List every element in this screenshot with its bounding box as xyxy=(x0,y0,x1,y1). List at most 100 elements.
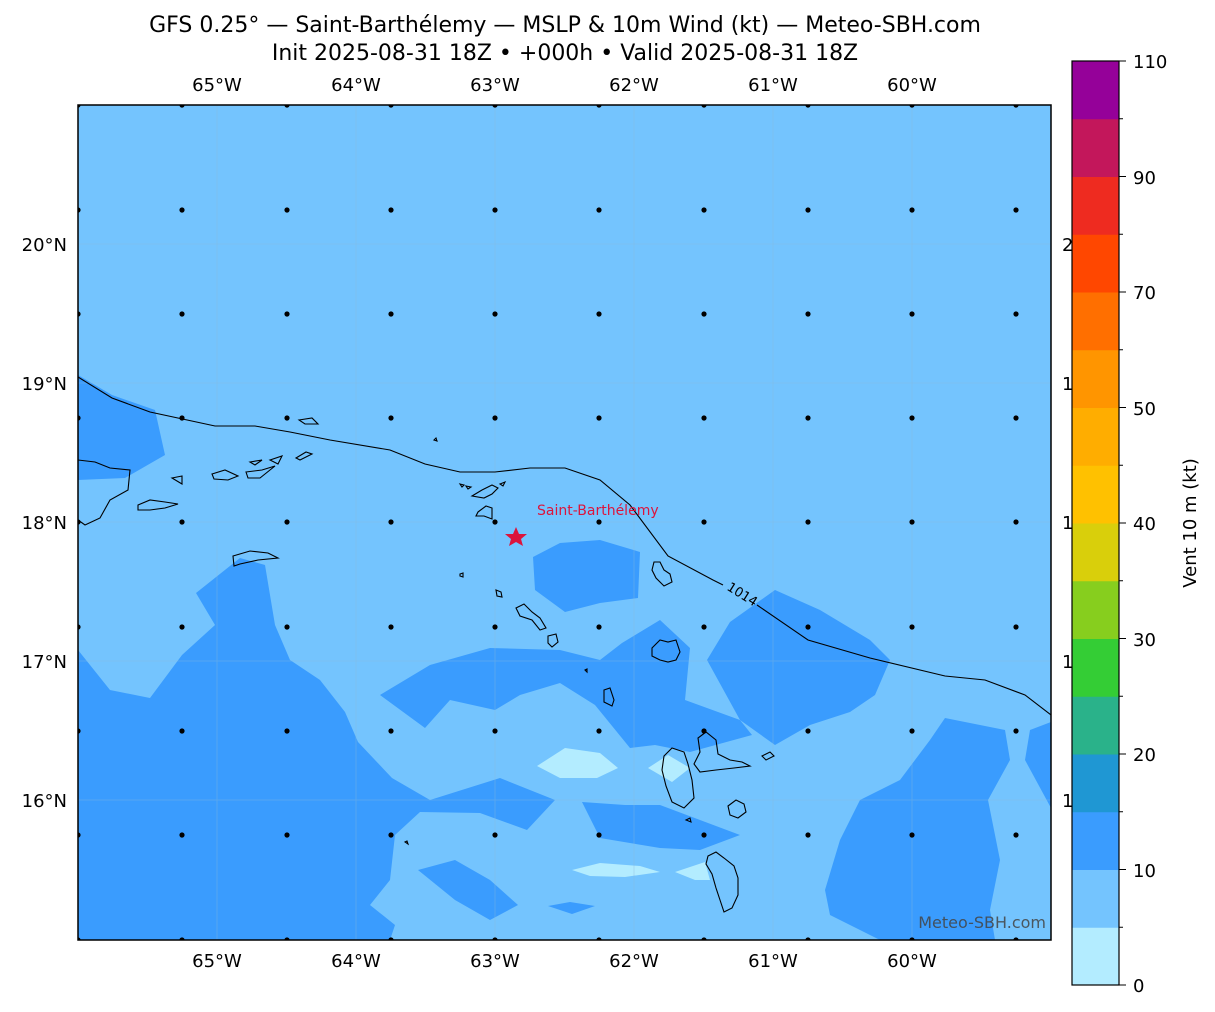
colorbar-tick-label: 0 xyxy=(1133,976,1144,997)
lon-label: 65°W xyxy=(192,75,242,96)
calm-wind-dot-icon xyxy=(179,207,185,213)
lon-labels-top: 65°W 64°W 63°W 62°W 61°W 60°W xyxy=(192,75,937,96)
island-puerto-rico xyxy=(78,459,131,526)
island-marie-galante xyxy=(727,799,747,819)
calm-wind-dot-icon xyxy=(1013,207,1019,213)
calm-wind-dot-icon xyxy=(179,311,185,317)
colorbar-tick-label: 30 xyxy=(1133,630,1156,651)
lat-label-right: 1 xyxy=(1062,513,1073,534)
calm-wind-dot-icon xyxy=(596,415,602,421)
calm-wind-dot-icon xyxy=(492,415,498,421)
lat-label: 20°N xyxy=(22,235,67,256)
calm-wind-dot-icon xyxy=(805,728,811,734)
map-title-line-1: GFS 0.25° — Saint-Barthélemy — MSLP & 10… xyxy=(149,13,981,38)
star-marker-icon xyxy=(505,527,527,546)
island-montserrat xyxy=(603,687,615,707)
lat-label: 19°N xyxy=(22,374,67,395)
calm-wind-dot-icon xyxy=(492,207,498,213)
colorbar-tick-label: 10 xyxy=(1133,861,1156,882)
lon-label: 63°W xyxy=(470,951,520,972)
island-grande-terre xyxy=(693,731,752,773)
colorbar-segment xyxy=(1072,754,1119,813)
colorbar-segment xyxy=(1072,523,1119,582)
colorbar-tick-labels: 0 10 20 30 40 50 70 90 110 xyxy=(1133,52,1167,997)
calm-wind-dot-icon xyxy=(284,415,290,421)
calm-wind-dot-icon xyxy=(388,832,394,838)
lon-label: 62°W xyxy=(609,75,659,96)
lon-label: 62°W xyxy=(609,951,659,972)
calm-wind-dot-icon xyxy=(909,519,915,525)
calm-wind-dot-icon xyxy=(1013,728,1019,734)
colorbar-segment xyxy=(1072,349,1119,408)
calm-wind-dot-icon xyxy=(284,519,290,525)
lat-label: 17°N xyxy=(22,652,67,673)
colorbar-segment xyxy=(1072,118,1119,177)
calm-wind-dot-icon xyxy=(805,624,811,630)
calm-wind-dot-icon xyxy=(1013,624,1019,630)
colorbar-segment xyxy=(1072,292,1119,351)
island-nevis xyxy=(547,633,559,648)
island-barbuda xyxy=(651,561,673,587)
calm-wind-dot-icon xyxy=(909,207,915,213)
calm-wind-dot-icon xyxy=(179,728,185,734)
island-st-croix-south xyxy=(232,550,280,567)
calm-wind-dot-icon xyxy=(1013,519,1019,525)
colorbar-tick-label: 20 xyxy=(1133,745,1156,766)
map-title-line-2: Init 2025-08-31 18Z • +000h • Valid 2025… xyxy=(271,41,859,66)
colorbar-label: Vent 10 m (kt) xyxy=(1180,458,1201,588)
colorbar-segment xyxy=(1072,811,1119,870)
colorbar-segments xyxy=(1072,61,1119,986)
calm-wind-dot-icon xyxy=(805,207,811,213)
calm-wind-dot-icon xyxy=(805,311,811,317)
calm-wind-dot-icon xyxy=(284,207,290,213)
lon-label: 61°W xyxy=(748,75,798,96)
island-st-croix xyxy=(137,499,179,511)
lon-label: 61°W xyxy=(748,951,798,972)
calm-wind-dot-icon xyxy=(701,728,707,734)
lon-label: 63°W xyxy=(470,75,520,96)
colorbar: 0 10 20 30 40 50 70 90 110 Vent 10 m (kt… xyxy=(1071,52,1201,997)
island-virgin-gorda xyxy=(294,451,314,461)
wind-barb-grid xyxy=(78,105,1019,940)
colorbar-segment xyxy=(1072,234,1119,293)
calm-wind-dot-icon xyxy=(1013,832,1019,838)
lon-label: 65°W xyxy=(192,951,242,972)
calm-wind-dot-icon xyxy=(1013,311,1019,317)
colorbar-segment xyxy=(1072,869,1119,928)
island-st-kitts xyxy=(515,603,547,631)
isobar-1014 xyxy=(78,376,1051,716)
calm-wind-dot-icon xyxy=(909,311,915,317)
calm-wind-dot-icon xyxy=(284,311,290,317)
calm-wind-dot-icon xyxy=(701,207,707,213)
island-anguilla xyxy=(470,484,499,499)
island-st-john xyxy=(245,465,276,479)
calm-wind-dot-icon xyxy=(179,624,185,630)
calm-wind-dot-icon xyxy=(596,207,602,213)
calm-wind-dot-icon xyxy=(492,832,498,838)
colorbar-segment xyxy=(1072,407,1119,466)
colorbar-segment xyxy=(1072,638,1119,697)
calm-wind-dot-icon xyxy=(1013,415,1019,421)
colorbar-tick-label: 70 xyxy=(1133,283,1156,304)
colorbar-ticks xyxy=(1119,60,1126,986)
calm-wind-dot-icon xyxy=(701,624,707,630)
calm-wind-dot-icon xyxy=(701,415,707,421)
calm-wind-dot-icon xyxy=(701,519,707,525)
island-st-eustatius xyxy=(495,589,503,598)
calm-wind-dot-icon xyxy=(284,728,290,734)
lon-label: 60°W xyxy=(887,951,937,972)
calm-wind-dot-icon xyxy=(909,415,915,421)
lat-label-right: 1 xyxy=(1062,374,1073,395)
colorbar-segment xyxy=(1072,580,1119,639)
calm-wind-dot-icon xyxy=(284,832,290,838)
coastlines xyxy=(78,417,775,913)
colorbar-segment xyxy=(1072,465,1119,524)
watermark: Meteo-SBH.com xyxy=(918,913,1046,932)
island-dominica xyxy=(705,851,739,913)
map-frame xyxy=(77,104,1052,941)
calm-wind-dot-icon xyxy=(492,311,498,317)
station-label: Saint-Barthélemy xyxy=(537,503,659,519)
calm-wind-dot-icon xyxy=(596,519,602,525)
island-saint-martin xyxy=(475,505,493,520)
lat-label-right: 1 xyxy=(1062,791,1073,812)
